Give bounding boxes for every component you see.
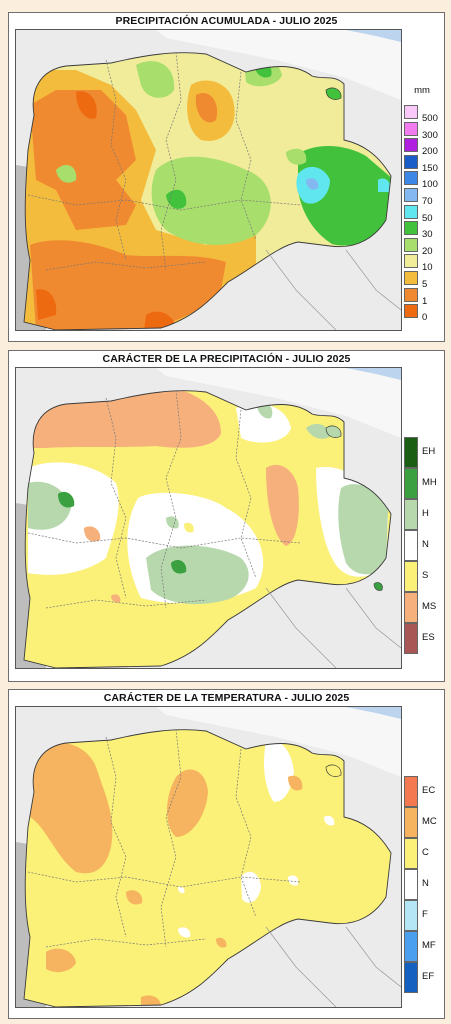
legend-swatch <box>404 254 418 269</box>
temperature-character-map-svg <box>16 707 401 1007</box>
legend-swatch <box>404 592 418 623</box>
legend-label: H <box>422 508 429 519</box>
precipitation-panel: PRECIPITACIÓN ACUMULADA - JULIO 2025 <box>8 12 445 342</box>
legend-swatch <box>404 287 418 302</box>
legend-unit: mm <box>414 85 430 96</box>
legend-swatch <box>404 561 418 592</box>
legend-swatch <box>404 776 418 807</box>
legend-swatch <box>404 900 418 931</box>
precipitation-legend: mm 500 300 200 150 100 70 50 30 20 10 5 1 0 <box>402 29 442 329</box>
legend-swatch <box>404 838 418 869</box>
precipitation-map-svg <box>16 30 401 330</box>
legend-swatch <box>404 237 418 252</box>
legend-swatch <box>404 121 418 136</box>
temperature-character-panel: CARÁCTER DE LA TEMPERATURA - JULIO 2025 <box>8 689 445 1019</box>
precipitation-character-panel: CARÁCTER DE LA PRECIPITACIÓN - JULIO 202… <box>8 350 445 682</box>
temperature-character-legend: EC MC C N F MF EF <box>402 706 442 1006</box>
precipitation-character-map <box>15 367 402 669</box>
legend-label: 10 <box>422 262 433 274</box>
legend-swatch <box>404 530 418 561</box>
legend-label: 200 <box>422 146 438 158</box>
precipitation-map <box>15 29 402 331</box>
legend-label: N <box>422 878 429 889</box>
temperature-character-map <box>15 706 402 1008</box>
legend-label: EC <box>422 785 436 796</box>
legend-label: 1 <box>422 295 428 307</box>
legend-label: S <box>422 570 429 581</box>
legend-label: 500 <box>422 113 438 124</box>
legend-label: 50 <box>422 212 433 224</box>
legend-swatch <box>404 204 418 219</box>
legend-label: 30 <box>422 229 433 241</box>
legend-swatch <box>404 105 418 119</box>
precipitation-character-map-svg <box>16 368 401 668</box>
legend-swatch <box>404 138 418 153</box>
legend-label: 5 <box>422 279 428 290</box>
legend-swatch <box>404 154 418 169</box>
precipitation-character-legend: EH MH H N S MS ES <box>402 367 442 667</box>
legend-swatch <box>404 962 418 993</box>
legend-label: EF <box>422 971 435 982</box>
legend-swatch <box>404 468 418 499</box>
legend-swatch <box>404 931 418 962</box>
legend-label: N <box>422 539 429 550</box>
legend-label: MS <box>422 601 437 612</box>
legend-label: EH <box>422 446 436 457</box>
legend-label: 70 <box>422 196 433 207</box>
legend-label: C <box>422 847 429 858</box>
panel-title: PRECIPITACIÓN ACUMULADA - JULIO 2025 <box>115 15 338 27</box>
legend-label: F <box>422 909 428 920</box>
panel-title: CARÁCTER DE LA TEMPERATURA - JULIO 2025 <box>103 692 350 704</box>
legend-label: MF <box>422 940 436 951</box>
legend-swatch <box>404 221 418 236</box>
legend-swatch <box>404 304 418 319</box>
legend-label: 300 <box>422 129 438 141</box>
legend-label: 100 <box>422 179 438 191</box>
legend-label: 150 <box>422 162 438 174</box>
legend-swatch <box>404 437 418 468</box>
panel-title: CARÁCTER DE LA PRECIPITACIÓN - JULIO 202… <box>102 353 351 365</box>
legend-label: 20 <box>422 245 433 257</box>
legend-label: MH <box>422 477 437 488</box>
legend-label: ES <box>422 632 435 643</box>
legend-swatch <box>404 271 418 285</box>
legend-swatch <box>404 623 418 654</box>
legend-swatch <box>404 499 418 530</box>
legend-label: 0 <box>422 312 428 324</box>
legend-swatch <box>404 807 418 838</box>
legend-swatch <box>404 171 418 186</box>
legend-label: MC <box>422 816 437 827</box>
legend-swatch <box>404 869 418 900</box>
legend-swatch <box>404 188 418 202</box>
